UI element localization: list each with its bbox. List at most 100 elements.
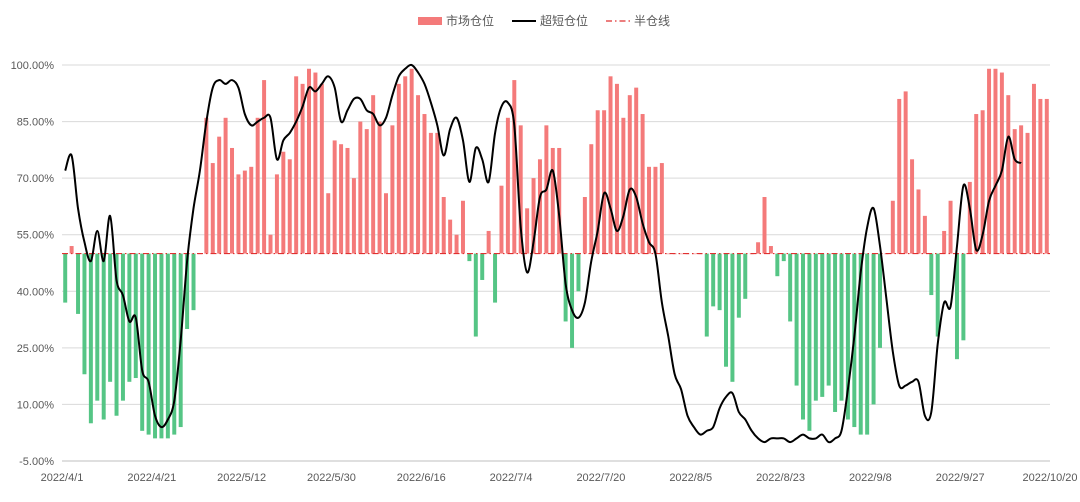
position-bar	[1006, 95, 1011, 254]
legend-label: 市场仓位	[446, 13, 494, 28]
position-bar	[210, 163, 215, 254]
position-bar	[441, 197, 446, 254]
position-bar	[127, 253, 132, 382]
position-bar	[1044, 98, 1049, 254]
legend-label: 超短仓位	[540, 13, 588, 28]
gridlines	[62, 64, 1050, 462]
position-bar	[935, 253, 940, 337]
position-bar	[576, 253, 581, 292]
position-bar	[307, 68, 311, 254]
position-bar	[993, 68, 998, 254]
position-bar	[460, 200, 465, 254]
position-bar	[903, 91, 908, 254]
position-bar	[717, 253, 722, 311]
x-tick-label: 2022/8/23	[756, 472, 805, 484]
position-bar	[120, 253, 125, 401]
position-bar	[820, 253, 825, 397]
position-bar	[358, 121, 363, 254]
position-bar	[383, 193, 388, 254]
position-bar	[987, 68, 992, 254]
position-bar	[999, 72, 1004, 254]
position-bar	[845, 253, 850, 420]
position-bar	[525, 208, 530, 254]
position-bar	[614, 83, 619, 254]
legend-swatch-bar	[418, 17, 442, 25]
position-bar	[499, 185, 504, 254]
position-bar	[916, 189, 921, 254]
y-tick-label: 100.00%	[11, 60, 55, 72]
position-bar	[287, 159, 292, 254]
position-bar	[653, 166, 658, 254]
position-bar	[666, 253, 671, 255]
position-bar	[621, 117, 626, 254]
position-bar	[582, 197, 587, 254]
position-bar	[518, 125, 523, 254]
x-tick-label: 2022/7/20	[576, 472, 625, 484]
position-bar	[877, 253, 882, 348]
position-bar	[486, 230, 491, 254]
position-bar	[1038, 98, 1043, 254]
x-tick-label: 2022/4/21	[127, 472, 176, 484]
position-bar	[467, 253, 472, 262]
y-tick-label: 40.00%	[17, 286, 55, 298]
y-tick-label: 70.00%	[17, 173, 55, 185]
position-bar	[416, 95, 421, 254]
position-bar	[268, 234, 273, 254]
position-bar	[345, 147, 350, 254]
position-bar	[570, 253, 575, 348]
position-bar	[63, 253, 68, 303]
x-tick-label: 2022/7/4	[490, 472, 533, 484]
position-bar	[743, 253, 748, 299]
position-bar	[294, 76, 299, 254]
position-bar	[897, 98, 902, 254]
position-bar	[659, 163, 664, 254]
position-bar	[217, 136, 222, 254]
position-bar	[768, 246, 773, 254]
position-bar	[172, 253, 177, 435]
position-bar	[833, 253, 838, 412]
position-bar	[364, 129, 369, 254]
bars	[63, 68, 1049, 439]
position-bar	[865, 253, 870, 435]
position-bar	[647, 166, 652, 254]
position-bar	[230, 147, 235, 254]
y-tick-label: 55.00%	[17, 230, 55, 242]
position-bar	[390, 125, 395, 254]
position-bar	[1019, 125, 1024, 254]
position-bar	[807, 253, 812, 431]
position-bar	[505, 117, 510, 254]
y-tick-label: 85.00%	[17, 117, 55, 129]
position-bar	[980, 110, 985, 254]
x-tick-label: 2022/9/8	[849, 472, 892, 484]
position-bar	[640, 114, 645, 254]
position-bar	[1012, 129, 1017, 254]
position-bar	[942, 230, 947, 254]
position-bar	[454, 234, 459, 254]
position-bar	[730, 253, 735, 382]
position-bar	[890, 200, 895, 254]
position-bar	[153, 253, 158, 439]
position-bar	[801, 253, 805, 420]
position-bar	[813, 253, 818, 401]
position-bar	[108, 253, 113, 382]
legend-label: 半仓线	[634, 14, 670, 28]
position-bar	[223, 117, 228, 254]
position-bar	[493, 253, 498, 303]
y-tick-label: -5.00%	[19, 456, 54, 468]
position-bar	[967, 181, 972, 254]
position-bar	[589, 144, 594, 254]
position-bar	[512, 80, 517, 254]
position-bar	[762, 197, 767, 254]
position-bar	[319, 83, 324, 254]
position-bar	[351, 178, 356, 254]
position-bar	[948, 200, 953, 254]
x-tick-label: 2022/6/16	[397, 472, 446, 484]
position-bar	[679, 253, 684, 255]
position-bar	[332, 140, 337, 254]
y-tick-label: 25.00%	[17, 343, 55, 355]
position-bar	[910, 159, 915, 254]
position-bar	[634, 87, 639, 254]
position-bar	[69, 246, 74, 254]
position-bar	[435, 132, 440, 254]
